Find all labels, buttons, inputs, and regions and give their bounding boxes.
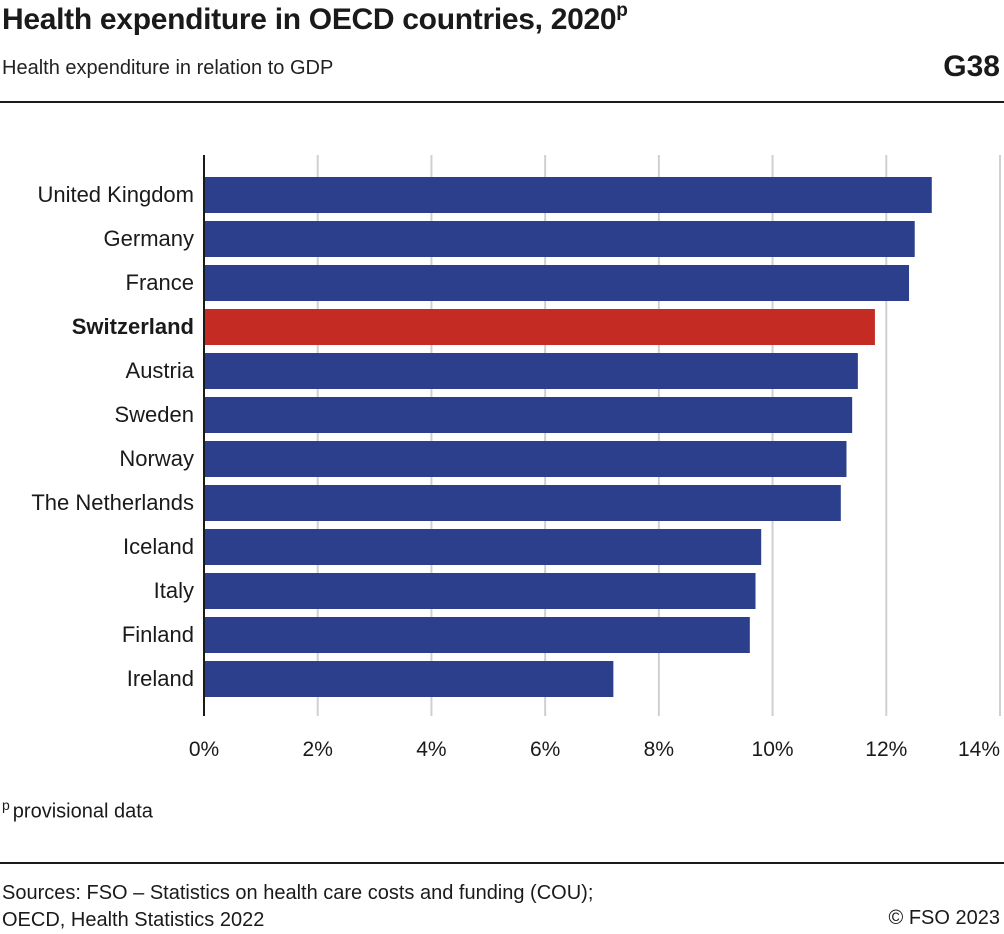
category-label-ireland: Ireland (127, 666, 194, 691)
sources: Sources: FSO – Statistics on health care… (2, 880, 593, 934)
bar-finland (204, 617, 750, 653)
footnote-text: provisional data (12, 800, 153, 823)
copyright: © FSO 2023 (888, 907, 1000, 929)
chart-subtitle: Health expenditure in relation to GDP (2, 57, 334, 79)
bar-chart: United Kingdom Germany France Switzerland Au… (31, 155, 1001, 761)
category-label-the-netherlands: The Netherlands (31, 490, 194, 515)
bar-ireland (204, 661, 614, 697)
header-divider (0, 101, 1004, 103)
bar-norway (204, 441, 847, 477)
bar-sweden (204, 397, 853, 433)
provisional-marker: p (616, 0, 628, 21)
x-tick-label-4: 4% (416, 738, 446, 761)
category-label-germany: Germany (104, 226, 194, 251)
sources-line-1: Sources: FSO – Statistics on health care… (2, 882, 594, 904)
bar-austria (204, 353, 858, 389)
category-labels: United Kingdom Germany France Switzerland Au… (31, 182, 194, 691)
category-label-norway: Norway (119, 446, 194, 471)
x-tick-labels: 0% 2% 4% 6% 8% 10% 12% 14% (189, 738, 1000, 761)
bar-switzerland (204, 309, 875, 345)
x-tick-label-8: 8% (644, 738, 674, 761)
bar-iceland (204, 529, 762, 565)
category-label-finland: Finland (122, 622, 194, 647)
bar-germany (204, 221, 915, 257)
graphic-code: G38 (943, 50, 1000, 83)
category-label-sweden: Sweden (114, 402, 194, 427)
x-tick-label-6: 6% (530, 738, 560, 761)
chart-title-text: Health expenditure in OECD countries, 20… (2, 3, 617, 36)
bar-italy (204, 573, 756, 609)
x-tick-label-14: 14% (958, 738, 1000, 761)
footnote-marker: p (2, 797, 10, 813)
bar-the-netherlands (204, 485, 841, 521)
bars (204, 177, 932, 697)
footer-divider (0, 862, 1004, 864)
category-label-iceland: Iceland (123, 534, 194, 559)
sources-line-2: OECD, Health Statistics 2022 (2, 909, 265, 931)
bar-france (204, 265, 910, 301)
chart-title: Health expenditure in OECD countries, 20… (2, 0, 628, 37)
bar-united-kingdom (204, 177, 932, 213)
category-label-united-kingdom: United Kingdom (37, 182, 194, 207)
x-tick-label-0: 0% (189, 738, 219, 761)
x-tick-label-10: 10% (752, 738, 794, 761)
footnote: p provisional data (2, 797, 153, 824)
category-label-austria: Austria (126, 358, 195, 383)
category-label-switzerland: Switzerland (72, 314, 194, 339)
x-tick-label-2: 2% (303, 738, 333, 761)
category-label-france: France (126, 270, 194, 295)
category-label-italy: Italy (154, 578, 194, 603)
x-tick-label-12: 12% (865, 738, 907, 761)
